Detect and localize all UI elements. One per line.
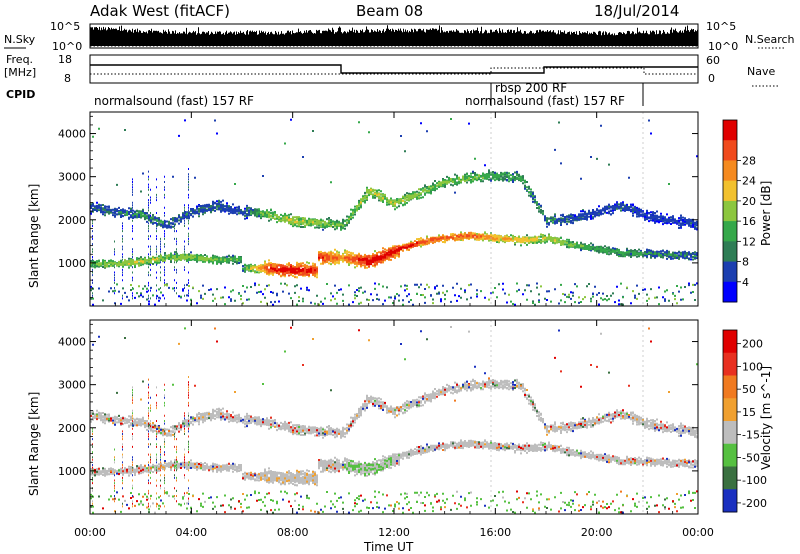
velocity-yaxis: 1000 2000 3000 4000 bbox=[58, 323, 698, 506]
power-colorbar-tick-4: 4 bbox=[742, 276, 749, 289]
xtick-label-4: 16:00 bbox=[479, 526, 511, 539]
noise-panel: 10^5 10^0 10^5 10^0 N.Sky N.Search bbox=[4, 20, 795, 53]
velocity-colorbar-tick-15: 15 bbox=[742, 406, 756, 419]
cpid-strip: CPID normalsound (fast) 157 RF rbsp 200 … bbox=[6, 81, 644, 108]
noise-left-tick-top: 10^5 bbox=[50, 20, 80, 33]
power-colorbar-swatch-7 bbox=[723, 261, 737, 283]
noise-sky-trace bbox=[90, 25, 698, 46]
power-colorbar-swatch-0 bbox=[723, 120, 737, 141]
freq-left-tick-top: 18 bbox=[58, 53, 72, 66]
power-pixels-4 bbox=[90, 174, 694, 306]
freq-right-tick-bottom: 0 bbox=[708, 72, 715, 85]
noise-sky-label: N.Sky bbox=[4, 33, 36, 46]
power-scatter-data bbox=[90, 118, 698, 306]
xaxis-label: Time UT bbox=[363, 540, 414, 554]
freq-left-tick-bottom: 8 bbox=[64, 72, 71, 85]
power-pixels-7 bbox=[264, 234, 482, 277]
cpid-segment-2: rbsp 200 RF bbox=[495, 81, 567, 95]
xtick-label-1: 04:00 bbox=[175, 526, 207, 539]
nave-label: Nave bbox=[747, 65, 775, 78]
power-colorbar-swatch-3 bbox=[723, 180, 737, 202]
power-ylabel: Slant Range [km] bbox=[27, 184, 41, 288]
power-yaxis: 1000 2000 3000 4000 bbox=[58, 115, 698, 298]
velocity-colorbar-tick-200: 200 bbox=[742, 338, 763, 351]
velocity-colorbar-swatch-5 bbox=[723, 443, 737, 467]
power-ytick-label-4000: 4000 bbox=[58, 128, 86, 141]
time-xaxis: 00:00 04:00 08:00 12:00 16:00 20:00 00:00 bbox=[74, 112, 714, 539]
xtick-label-2: 08:00 bbox=[277, 526, 309, 539]
station-title: Adak West (fitACF) bbox=[90, 2, 230, 20]
power-colorbar-swatch-1 bbox=[723, 140, 737, 161]
noise-left-tick-bottom: 10^0 bbox=[52, 40, 82, 53]
xtick-label-0: 00:00 bbox=[74, 526, 106, 539]
freq-label-line2: [MHz] bbox=[4, 66, 36, 79]
power-colorbar-swatch-2 bbox=[723, 160, 737, 182]
velocity-panel: 1000 2000 3000 4000 Slant Range [km] bbox=[27, 319, 699, 515]
power-panel: 1000 2000 3000 4000 Slant Range [km] bbox=[27, 111, 699, 307]
velocity-colorbar-swatch-2 bbox=[723, 375, 737, 399]
velocity-scatter-data bbox=[90, 326, 698, 514]
velocity-colorbar: 200 100 50 15 -15 -50 -100 -200 Velocity [m s^-… bbox=[722, 329, 773, 513]
freq-label-line1: Freq. bbox=[6, 53, 33, 66]
cpid-segment-1: normalsound (fast) 157 RF bbox=[94, 94, 254, 108]
freq-right-tick-top: 60 bbox=[706, 54, 720, 67]
velocity-colorbar-swatch-3 bbox=[723, 398, 737, 422]
velocity-pixels-3 bbox=[90, 327, 698, 514]
velocity-pixels-0 bbox=[90, 326, 698, 514]
nave-line bbox=[90, 67, 698, 75]
noise-sky-bars bbox=[90, 25, 698, 46]
velocity-colorbar-tick-100: 100 bbox=[742, 360, 763, 373]
velocity-colorbar-swatch-0 bbox=[723, 330, 737, 354]
freq-line bbox=[90, 64, 698, 74]
xtick-label-6: 00:00 bbox=[682, 526, 714, 539]
velocity-colorbar-tick--15: -15 bbox=[742, 429, 760, 442]
power-ytick-label-3000: 3000 bbox=[58, 171, 86, 184]
velocity-colorbar-swatch-1 bbox=[723, 352, 737, 376]
power-colorbar-tick-24: 24 bbox=[742, 175, 756, 188]
velocity-ytick-label-1000: 1000 bbox=[58, 465, 86, 478]
power-pixels-2 bbox=[90, 119, 698, 306]
velocity-colorbar-swatch-7 bbox=[723, 489, 737, 513]
power-colorbar-tick-12: 12 bbox=[742, 235, 756, 248]
power-colorbar-tick-8: 8 bbox=[742, 256, 749, 269]
velocity-colorbar-tick-50: 50 bbox=[742, 383, 756, 396]
xtick-label-5: 20:00 bbox=[581, 526, 613, 539]
velocity-colorbar-tick--50: -50 bbox=[742, 451, 760, 464]
power-ytick-label-2000: 2000 bbox=[58, 214, 86, 227]
power-colorbar-label: Power [dB] bbox=[759, 181, 773, 246]
power-colorbar-tick-16: 16 bbox=[742, 215, 756, 228]
power-colorbar-swatch-6 bbox=[723, 241, 737, 263]
freq-panel: 18 8 60 0 Freq. [MHz] Nave bbox=[4, 53, 778, 87]
power-pixels-8 bbox=[270, 241, 418, 274]
velocity-colorbar-tick--100: -100 bbox=[742, 474, 767, 487]
velocity-pixels-1 bbox=[90, 364, 690, 514]
power-colorbar-tick-28: 28 bbox=[742, 154, 756, 167]
power-colorbar-swatch-8 bbox=[723, 281, 737, 303]
velocity-colorbar-label: Velocity [m s^-1] bbox=[759, 366, 773, 470]
noise-right-tick-bottom: 10^0 bbox=[708, 40, 738, 53]
date-title: 18/Jul/2014 bbox=[594, 2, 679, 20]
velocity-ylabel: Slant Range [km] bbox=[27, 392, 41, 496]
power-pixels-6 bbox=[258, 231, 512, 279]
power-colorbar-swatch-5 bbox=[723, 221, 737, 242]
power-colorbar-tick-20: 20 bbox=[742, 195, 756, 208]
cpid-label: CPID bbox=[6, 88, 35, 101]
velocity-ytick-label-3000: 3000 bbox=[58, 379, 86, 392]
velocity-colorbar-swatch-6 bbox=[723, 466, 737, 490]
beam-title: Beam 08 bbox=[356, 2, 423, 20]
power-colorbar: 4 8 12 16 20 24 28 Power [dB] bbox=[722, 119, 773, 303]
velocity-ytick-label-2000: 2000 bbox=[58, 422, 86, 435]
power-pixels-1 bbox=[90, 118, 698, 306]
cpid-segment-3: normalsound (fast) 157 RF bbox=[465, 94, 625, 108]
xtick-label-3: 12:00 bbox=[378, 526, 410, 539]
noise-search-label: N.Search bbox=[745, 33, 795, 46]
power-ytick-label-1000: 1000 bbox=[58, 257, 86, 270]
velocity-colorbar-swatch-4 bbox=[723, 421, 737, 445]
velocity-ytick-label-4000: 4000 bbox=[58, 336, 86, 349]
power-colorbar-swatch-4 bbox=[723, 200, 737, 222]
velocity-colorbar-tick--200: -200 bbox=[742, 497, 767, 510]
power-pixels-3 bbox=[90, 118, 696, 306]
noise-right-tick-top: 10^5 bbox=[706, 20, 736, 33]
